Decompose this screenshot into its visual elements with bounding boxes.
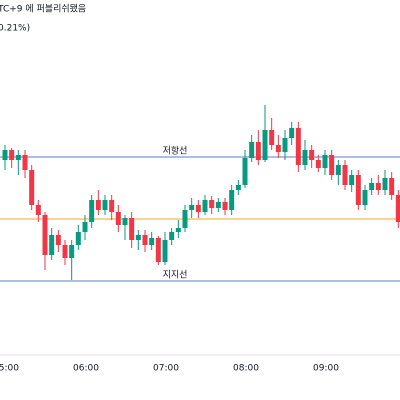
candle-body <box>235 185 241 190</box>
candle-body <box>382 178 388 190</box>
candle-body <box>29 170 35 205</box>
candle-body <box>82 222 88 232</box>
candle-body <box>362 190 368 205</box>
x-tick-label: 07:00 <box>153 364 179 374</box>
candle-body <box>189 205 195 210</box>
candle-body <box>175 228 181 232</box>
candle-body <box>42 215 48 255</box>
level-label: 저항선 <box>163 146 188 157</box>
candle-body <box>22 155 28 170</box>
candle-body <box>69 245 75 258</box>
chart-title: TC+9 에 퍼블리쉬됐음 <box>0 3 86 15</box>
candle-body <box>355 175 361 205</box>
candle-body <box>155 238 161 262</box>
candle-body <box>55 235 61 245</box>
candle-body <box>15 155 21 160</box>
candle-body <box>149 238 155 245</box>
candle-body <box>135 235 141 240</box>
candle-body <box>89 200 95 222</box>
candle-body <box>169 232 175 240</box>
candle-body <box>289 128 295 138</box>
candle-body <box>229 190 235 210</box>
candle-body <box>209 200 215 208</box>
candle-body <box>2 150 8 160</box>
candle-body <box>49 235 55 255</box>
candle-body <box>329 155 335 175</box>
candle-body <box>262 130 268 160</box>
x-tick-label: 08:00 <box>233 364 259 374</box>
candle-body <box>215 202 221 208</box>
candle-body <box>122 218 128 225</box>
candle-body <box>9 150 15 160</box>
candle-body <box>62 245 68 258</box>
level-label: 지지선 <box>163 270 188 281</box>
candle-body <box>395 195 400 222</box>
candle-body <box>335 165 341 175</box>
candle-body <box>162 240 168 262</box>
candle-body <box>282 138 288 152</box>
candle-body <box>369 183 375 190</box>
candle-body <box>275 145 281 152</box>
x-tick-label: 09:00 <box>313 364 339 374</box>
candle-body <box>322 155 328 168</box>
candle-body <box>295 128 301 165</box>
x-tick-label: 06:00 <box>73 364 99 374</box>
candle-body <box>129 218 135 240</box>
candle-body <box>202 200 208 212</box>
candle-body <box>389 178 395 195</box>
candle-body <box>242 158 248 185</box>
candle-body <box>109 200 115 212</box>
candle-body <box>269 130 275 145</box>
candle-body <box>95 200 101 210</box>
candle-body <box>142 235 148 245</box>
chart-subtitle: 0.21%) <box>0 24 30 34</box>
candle-body <box>349 175 355 185</box>
candle-body <box>35 205 41 215</box>
candle-body <box>102 200 108 210</box>
candle-body <box>249 142 255 158</box>
candle-body <box>182 210 188 228</box>
candle-body <box>302 150 308 165</box>
candle-body <box>315 160 321 168</box>
candle-body <box>115 212 121 225</box>
x-tick-label: 05:00 <box>0 364 19 374</box>
candle-body <box>255 142 261 160</box>
candle-body <box>195 205 201 212</box>
candle-body <box>222 202 228 210</box>
candle-body <box>375 183 381 190</box>
candle-body <box>75 232 81 245</box>
candle-body <box>309 150 315 160</box>
candle-body <box>342 165 348 185</box>
